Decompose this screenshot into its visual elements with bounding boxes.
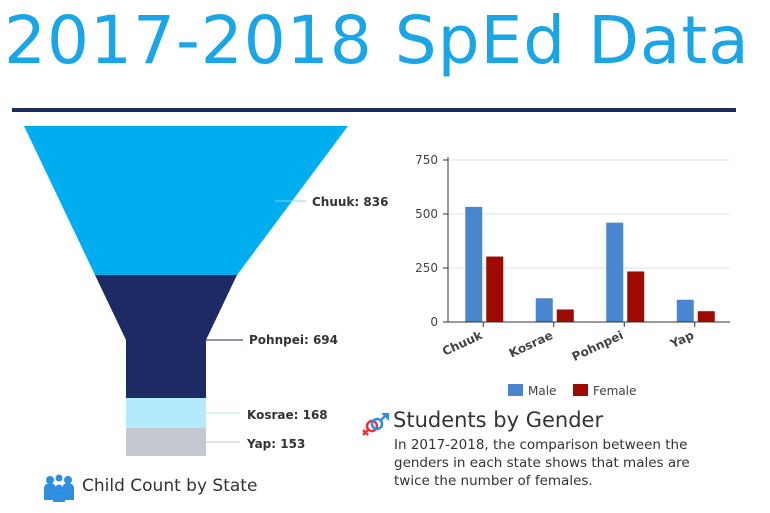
gender-description: In 2017-2018, the comparison between the… — [394, 437, 690, 489]
bar-female-chuuk — [486, 256, 504, 322]
x-tick-label: Chuuk — [440, 328, 485, 359]
y-tick-label: 0 — [430, 315, 438, 329]
y-tick-label: 250 — [415, 261, 438, 275]
legend-swatch — [508, 384, 523, 396]
gender-heading: Students by Gender — [393, 408, 604, 432]
bar-chart: 0 250 500 750 Chuuk Kosrae Pohnpei Yap Male Femal… — [415, 153, 730, 398]
x-tick-label: Kosrae — [507, 328, 555, 360]
funnel-label-chuuk: Chuuk: 836 — [312, 195, 388, 209]
funnel-stage-kosrae — [126, 398, 206, 428]
people-icon — [44, 474, 74, 502]
bar-male-pohnpei — [606, 222, 624, 322]
bar-male-kosrae — [535, 298, 553, 322]
funnel-stage-pohnpei — [95, 275, 237, 398]
funnel-caption: Child Count by State — [82, 476, 258, 496]
funnel-label-kosrae: Kosrae: 168 — [247, 408, 328, 422]
funnel: Chuuk: 836 Pohnpei: 694 Kosrae: 168 Yap:… — [24, 126, 388, 456]
y-tick-label: 500 — [415, 207, 438, 221]
bar-female-yap — [697, 311, 715, 322]
x-tick-label: Pohnpei — [570, 328, 626, 364]
funnel-stage-yap — [126, 428, 206, 456]
bar-male-yap — [676, 299, 694, 322]
bar-male-chuuk — [465, 206, 483, 322]
legend-label: Female — [593, 384, 636, 398]
page-title: 2017-2018 SpEd Data — [4, 2, 750, 79]
funnel-label-yap: Yap: 153 — [246, 437, 305, 451]
bar-female-kosrae — [556, 309, 574, 322]
legend-label: Male — [528, 384, 556, 398]
gender-icon — [362, 413, 389, 436]
divider — [12, 108, 736, 112]
funnel-label-pohnpei: Pohnpei: 694 — [249, 333, 338, 347]
y-tick-label: 750 — [415, 153, 438, 167]
funnel-stage-chuuk — [24, 126, 348, 275]
x-tick-label: Yap — [667, 328, 696, 352]
bar-female-pohnpei — [627, 271, 645, 322]
legend-swatch — [573, 384, 588, 396]
